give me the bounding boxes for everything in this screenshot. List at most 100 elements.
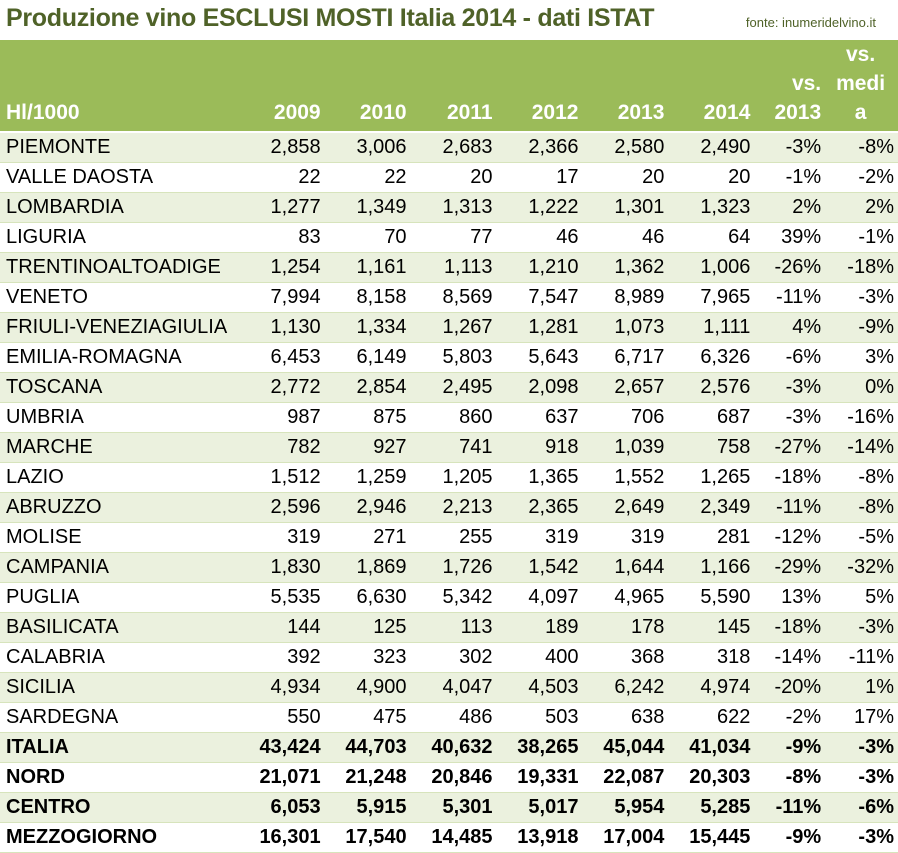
value-cell-2013: 5,954 [582,792,669,823]
column-header-2013: 2013 [582,40,669,133]
value-cell-2014: 1,166 [668,552,755,583]
value-cell-2010: 927 [324,432,411,463]
value-cell-2010: 1,869 [324,552,411,583]
value-cell-2011: 255 [410,522,497,553]
value-cell-2011: 741 [410,432,497,463]
vs-2013-cell: -8% [754,762,826,793]
value-cell-2011: 20,846 [410,762,497,793]
value-cell-2013: 1,644 [582,552,669,583]
vs-media-cell: -3% [825,732,898,763]
value-cell-2009: 1,830 [238,552,325,583]
table-row: CENTRO 6,053 5,915 5,301 5,017 5,954 5,285 -11%… [0,792,898,823]
value-cell-2013: 1,301 [582,192,669,223]
table-row: MARCHE 782 927 741 918 1,039 758 -27% -14% [0,432,898,463]
vs-media-line-3: a [854,101,867,124]
value-cell-2012: 1,365 [496,462,583,493]
value-cell-2010: 8,158 [324,282,411,313]
value-cell-2014: 281 [668,522,755,553]
value-cell-2012: 17 [496,162,583,193]
value-cell-2009: 1,512 [238,462,325,493]
value-cell-2014: 2,490 [668,132,755,163]
value-cell-2011: 302 [410,642,497,673]
value-cell-2012: 4,097 [496,582,583,613]
region-name-cell: TRENTINOALTOADIGE [0,252,239,283]
table-row: FRIULI-VENEZIAGIULIA 1,130 1,334 1,267 1,281… [0,312,898,343]
value-cell-2014: 20 [668,162,755,193]
value-cell-2010: 21,248 [324,762,411,793]
value-cell-2014: 2,576 [668,372,755,403]
value-cell-2013: 20 [582,162,669,193]
value-cell-2009: 2,858 [238,132,325,163]
value-cell-2010: 1,349 [324,192,411,223]
value-cell-2014: 1,111 [668,312,755,343]
vs-media-line-1: vs. [845,43,876,66]
value-cell-2010: 6,630 [324,582,411,613]
value-cell-2013: 1,039 [582,432,669,463]
value-cell-2009: 16,301 [238,822,325,853]
value-cell-2009: 550 [238,702,325,733]
vs-2013-cell: -9% [754,732,826,763]
region-name-cell: CAMPANIA [0,552,239,583]
value-cell-2011: 1,205 [410,462,497,493]
region-name-cell: MARCHE [0,432,239,463]
vs-media-cell: -8% [825,132,898,163]
value-cell-2010: 2,854 [324,372,411,403]
value-cell-2010: 1,161 [324,252,411,283]
table-row: ITALIA 43,424 44,703 40,632 38,265 45,044 41,0… [0,732,898,763]
table-row: ABRUZZO 2,596 2,946 2,213 2,365 2,649 2,349 -11… [0,492,898,523]
value-cell-2010: 475 [324,702,411,733]
value-cell-2014: 2,349 [668,492,755,523]
vs-media-line-2: medi [836,72,886,95]
value-cell-2012: 4,503 [496,672,583,703]
value-cell-2012: 5,017 [496,792,583,823]
value-cell-2014: 622 [668,702,755,733]
value-cell-2009: 782 [238,432,325,463]
table-row: CALABRIA 392 323 302 400 368 318 -14% -11% [0,642,898,673]
value-cell-2012: 189 [496,612,583,643]
region-name-cell: MOLISE [0,522,239,553]
table-row: SARDEGNA 550 475 486 503 638 622 -2% 17% [0,702,898,733]
value-cell-2014: 687 [668,402,755,433]
vs-media-cell: 0% [825,372,898,403]
value-cell-2013: 706 [582,402,669,433]
value-cell-2011: 1,267 [410,312,497,343]
table-row: PUGLIA 5,535 6,630 5,342 4,097 4,965 5,590 13% 5… [0,582,898,613]
vs-media-cell: -14% [825,432,898,463]
value-cell-2011: 1,313 [410,192,497,223]
value-cell-2013: 638 [582,702,669,733]
value-cell-2013: 1,073 [582,312,669,343]
value-cell-2010: 22 [324,162,411,193]
value-cell-2014: 145 [668,612,755,643]
value-cell-2010: 875 [324,402,411,433]
value-cell-2013: 8,989 [582,282,669,313]
column-header-vs-2013: vs. 2013 [754,40,826,133]
value-cell-2012: 1,222 [496,192,583,223]
vs-2013-cell: -18% [754,462,826,493]
vs-media-cell: -3% [825,822,898,853]
column-header-vs-media: vs. medi a [825,40,898,133]
column-header-2009: 2009 [238,40,325,133]
value-cell-2014: 1,323 [668,192,755,223]
vs-2013-cell: -11% [754,492,826,523]
column-header-2011: 2011 [410,40,497,133]
table-row: UMBRIA 987 875 860 637 706 687 -3% -16% [0,402,898,433]
value-cell-2011: 1,726 [410,552,497,583]
region-name-cell: BASILICATA [0,612,239,643]
title-bar: Produzione vino ESCLUSI MOSTI Italia 201… [0,0,898,40]
table-row: SICILIA 4,934 4,900 4,047 4,503 6,242 4,974 -20… [0,672,898,703]
vs-media-cell: -5% [825,522,898,553]
value-cell-2009: 987 [238,402,325,433]
value-cell-2011: 5,342 [410,582,497,613]
value-cell-2009: 1,277 [238,192,325,223]
value-cell-2012: 13,918 [496,822,583,853]
value-cell-2013: 1,362 [582,252,669,283]
vs-2013-cell: -11% [754,282,826,313]
value-cell-2010: 5,915 [324,792,411,823]
value-cell-2009: 2,772 [238,372,325,403]
region-name-cell: NORD [0,762,239,793]
vs-media-cell: -3% [825,282,898,313]
value-cell-2014: 1,265 [668,462,755,493]
value-cell-2014: 1,006 [668,252,755,283]
column-header-unit: Hl/1000 [0,40,239,133]
